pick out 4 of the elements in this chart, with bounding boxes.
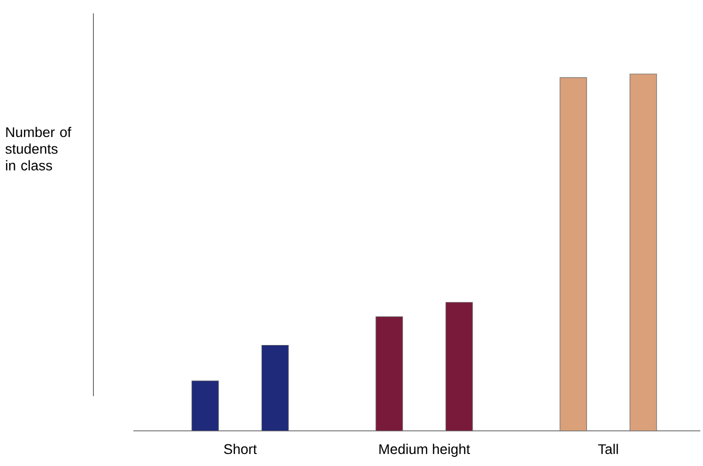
y-axis-title: Number of students in class [6,127,72,171]
x-tick-label: Tall [598,444,618,454]
x-tick-label: Short [224,444,257,454]
x-tick-label: Medium height [379,444,470,458]
